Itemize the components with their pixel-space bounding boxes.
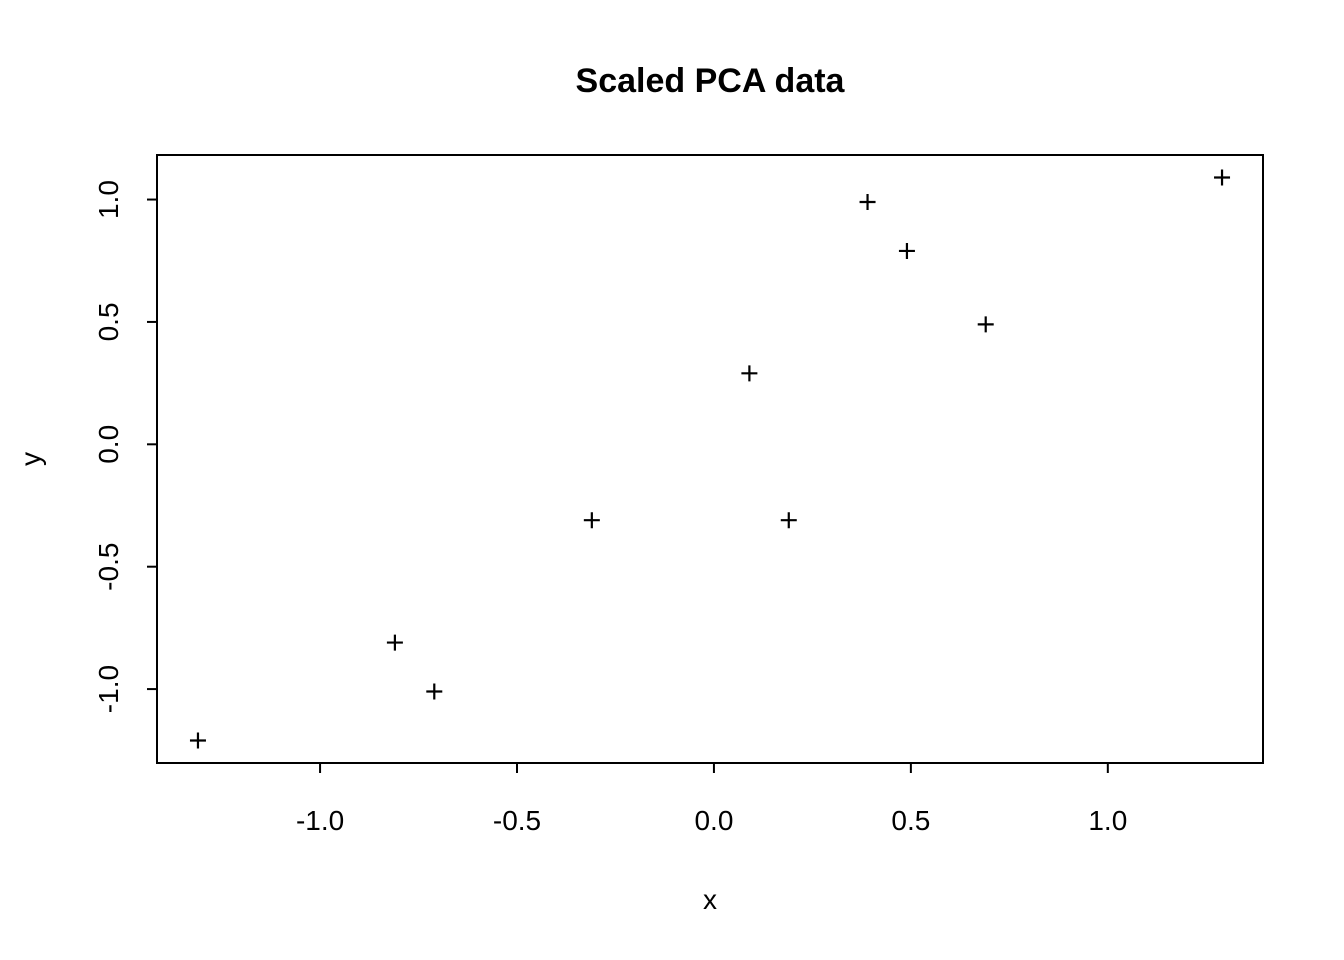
y-tick-label: 1.0 [93,180,124,219]
data-point-marker [977,316,994,333]
x-tick-label: 0.5 [891,805,930,836]
data-point-marker [741,365,758,382]
y-tick-label: 0.0 [93,425,124,464]
data-point-marker [780,512,797,529]
plot-area: -1.0 -0.5 0.0 0.5 1.0 -1.0 -0.5 0.0 0.5 1.0 [93,154,1264,836]
y-tick-label: -1.0 [93,665,124,713]
data-point-marker [583,512,600,529]
data-point-marker [1214,169,1231,186]
y-axis-label: y [15,452,46,466]
y-tick-label: -0.5 [93,543,124,591]
data-point-marker [859,193,876,210]
x-tick-label: -1.0 [296,805,344,836]
x-axis-label: x [703,884,717,915]
x-tick-label: 0.0 [694,805,733,836]
x-tick-label: 1.0 [1088,805,1127,836]
plot-box [156,154,1264,764]
x-tick-label: -0.5 [493,805,541,836]
data-point-marker [426,683,443,700]
y-tick-label: 0.5 [93,302,124,341]
data-point-marker [386,634,403,651]
chart-title: Scaled PCA data [576,62,846,100]
data-point-marker [898,242,915,259]
data-point-marker [189,732,206,749]
